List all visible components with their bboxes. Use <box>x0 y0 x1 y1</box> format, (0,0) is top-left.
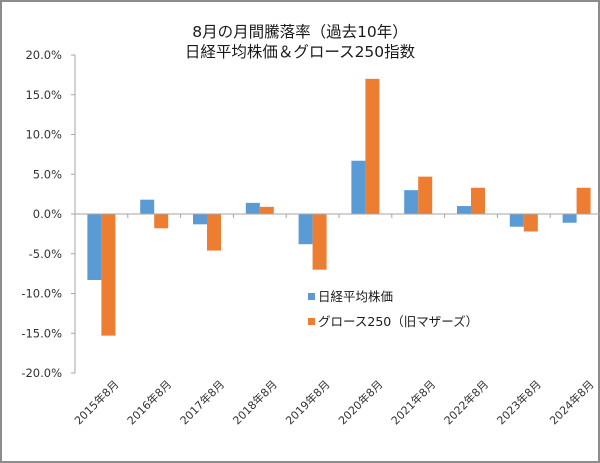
bar-growth250-2017 <box>207 214 221 251</box>
bar-nikkei-2022 <box>457 206 471 214</box>
y-tick-label: -20.0% <box>21 366 62 380</box>
bar-nikkei-2023 <box>509 214 524 227</box>
chart-title-line1: 8月の月間騰落率（過去10年） <box>192 23 408 41</box>
bar-nikkei-2021 <box>404 190 419 214</box>
y-tick-label: -10.0% <box>21 287 62 301</box>
legend-swatch-nikkei <box>308 293 315 300</box>
y-tick-label: -5.0% <box>29 247 62 261</box>
legend-label-nikkei: 日経平均株価 <box>318 289 393 304</box>
bar-growth250-2018 <box>259 206 274 214</box>
x-tick-label: 2018年8月 <box>230 377 280 427</box>
x-tick-label: 2016年8月 <box>124 377 174 427</box>
x-tick-label: 2019年8月 <box>283 377 333 427</box>
y-tick-label: 5.0% <box>33 167 62 181</box>
bar-growth250-2021 <box>418 176 433 214</box>
bar-nikkei-2020 <box>351 160 366 214</box>
bar-nikkei-2016 <box>140 199 155 214</box>
bars <box>87 78 591 336</box>
y-tick-label: 10.0% <box>25 128 62 142</box>
bar-growth250-2022 <box>471 187 485 214</box>
y-tick-label: 20.0% <box>25 48 62 62</box>
x-tick-label: 2024年8月 <box>547 377 597 427</box>
x-tick-label: 2017年8月 <box>177 377 227 427</box>
bar-nikkei-2019 <box>298 214 313 245</box>
x-tick-label: 2023年8月 <box>494 377 544 427</box>
y-axis: 20.0% 15.0% 10.0% 5.0% 0.0% -5.0% -10.0% -15.0%… <box>21 48 76 380</box>
bar-growth250-2016 <box>154 214 169 229</box>
legend-label-growth250: グロース250（旧マザーズ） <box>318 314 478 329</box>
bar-growth250-2023 <box>523 214 538 232</box>
bar-growth250-2015 <box>101 214 116 336</box>
legend-swatch-growth250 <box>308 318 315 325</box>
legend: 日経平均株価 グロース250（旧マザーズ） <box>308 289 478 329</box>
x-tick-label: 2020年8月 <box>335 377 385 427</box>
y-tick-label: 15.0% <box>25 88 62 102</box>
x-tick-label: 2022年8月 <box>441 377 491 427</box>
bar-growth250-2024 <box>576 187 591 214</box>
bar-nikkei-2015 <box>87 214 102 280</box>
bar-growth250-2020 <box>365 78 380 214</box>
x-tick-label: 2015年8月 <box>71 377 121 427</box>
bar-nikkei-2018 <box>245 202 260 214</box>
y-tick-label: -15.0% <box>21 326 62 340</box>
chart-title-line2: 日経平均株価＆グロース250指数 <box>184 43 416 61</box>
y-tick-label: 0.0% <box>33 207 62 221</box>
bar-growth250-2019 <box>312 214 327 270</box>
x-tick-label: 2021年8月 <box>388 377 438 427</box>
bar-nikkei-2017 <box>193 214 207 225</box>
bar-nikkei-2024 <box>562 214 577 223</box>
